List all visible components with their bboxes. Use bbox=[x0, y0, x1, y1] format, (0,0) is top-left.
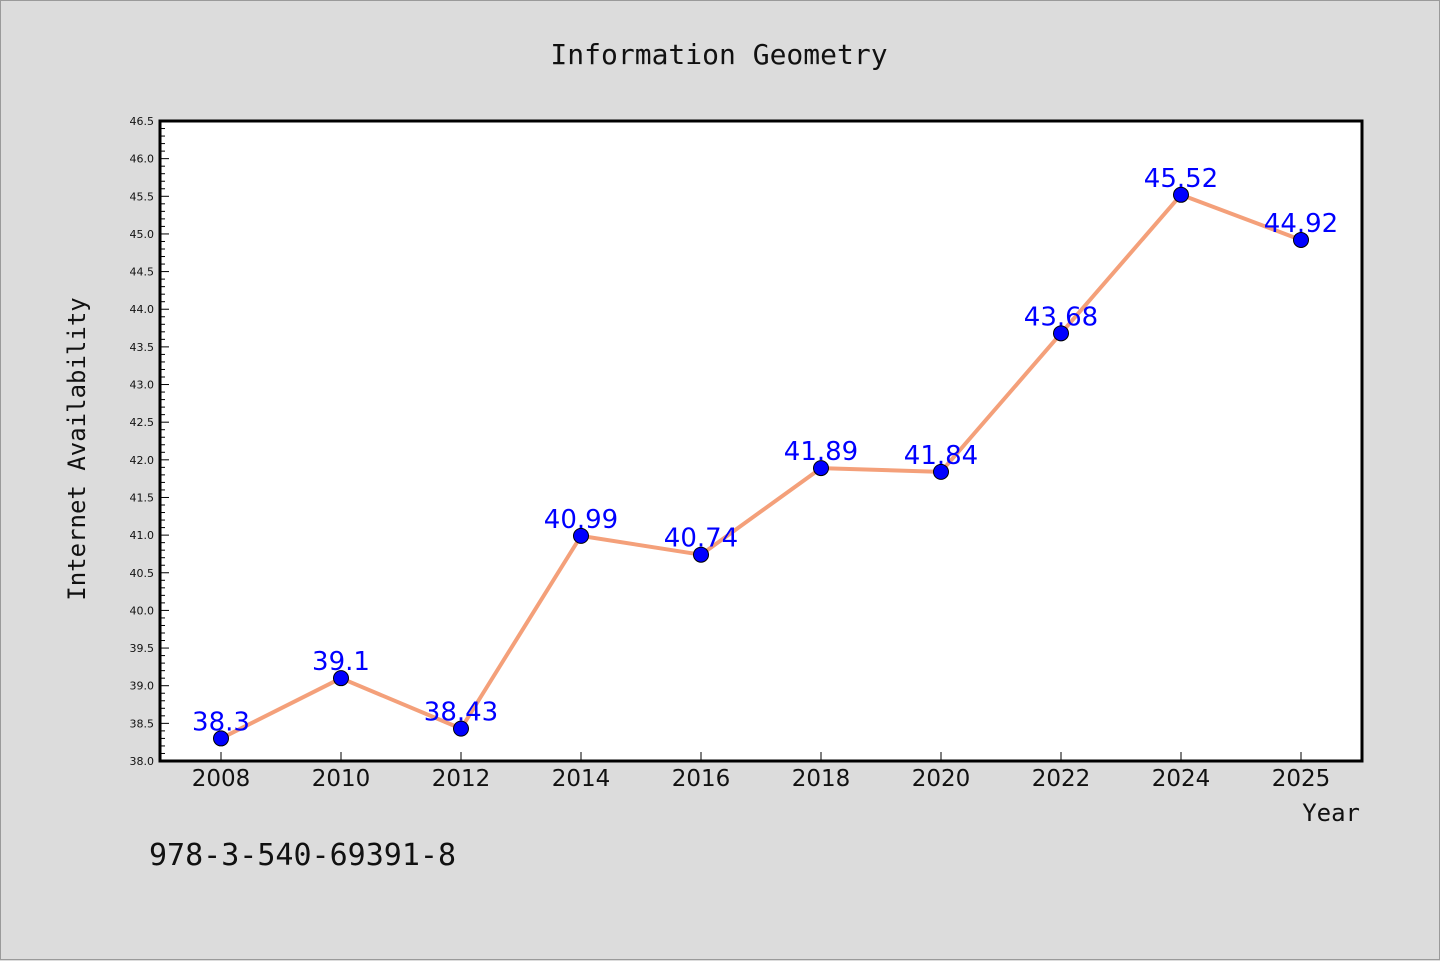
y-tick-label: 42.0 bbox=[130, 454, 155, 467]
data-point bbox=[573, 527, 589, 544]
data-point bbox=[693, 546, 709, 563]
isbn-annotation: 978-3-540-69391-8 bbox=[149, 838, 456, 873]
data-label: 38.43 bbox=[424, 698, 498, 728]
data-label: 38.3 bbox=[192, 707, 250, 737]
x-tick-label: 2024 bbox=[1152, 766, 1211, 792]
y-tick-label: 41.0 bbox=[130, 529, 155, 542]
data-label: 40.99 bbox=[544, 505, 618, 535]
y-tick-label: 39.5 bbox=[130, 642, 155, 655]
data-point bbox=[453, 720, 469, 737]
y-tick-label: 38.0 bbox=[130, 755, 155, 768]
x-tick-label: 2012 bbox=[432, 766, 491, 792]
x-tick-label: 2020 bbox=[912, 766, 971, 792]
x-tick-label: 2025 bbox=[1272, 766, 1331, 792]
x-tick-label: 2014 bbox=[552, 766, 611, 792]
y-tick-label: 39.0 bbox=[130, 680, 155, 693]
y-tick-label: 46.5 bbox=[130, 115, 155, 128]
data-point bbox=[333, 670, 349, 687]
y-tick-label: 40.0 bbox=[130, 604, 155, 617]
data-point bbox=[213, 730, 229, 747]
data-label: 41.89 bbox=[784, 437, 858, 467]
x-tick-label: 2008 bbox=[192, 766, 251, 792]
marker-layer bbox=[213, 186, 1309, 747]
series-line-layer bbox=[220, 192, 1302, 741]
data-point bbox=[1173, 186, 1189, 203]
y-tick-label: 42.5 bbox=[130, 416, 155, 429]
data-label: 39.1 bbox=[312, 647, 370, 677]
y-tick-label: 41.5 bbox=[130, 491, 155, 504]
x-axis: 2008 2010 2012 2014 2016 2018 2020 2022 2024 2025 bbox=[192, 752, 1331, 792]
y-tick-label: 46.0 bbox=[130, 153, 155, 166]
data-label: 45.52 bbox=[1144, 164, 1218, 194]
data-label: 43.68 bbox=[1024, 302, 1098, 332]
y-tick-label: 40.5 bbox=[130, 567, 155, 580]
data-point bbox=[1293, 231, 1309, 248]
data-point bbox=[933, 463, 949, 480]
y-tick-label: 38.5 bbox=[130, 717, 155, 730]
x-tick-label: 2018 bbox=[792, 766, 851, 792]
y-axis-label: Internet Availability bbox=[63, 297, 91, 600]
y-tick-label: 44.0 bbox=[130, 303, 155, 316]
x-axis-label: Year bbox=[1302, 799, 1360, 827]
data-label-layer: 38.3 39.1 38.43 40.99 40.74 41.89 41.84 43.68 45… bbox=[192, 164, 1338, 738]
x-tick-label: 2022 bbox=[1032, 766, 1091, 792]
data-label: 41.84 bbox=[904, 441, 978, 471]
y-axis: 38.0 38.5 39.0 39.5 40.0 40.5 41.0 41.5 42.0 42.5… bbox=[130, 115, 169, 768]
y-tick-label: 43.5 bbox=[130, 341, 155, 354]
y-tick-label: 43.0 bbox=[130, 379, 155, 392]
data-label: 44.92 bbox=[1264, 209, 1338, 239]
data-label: 40.74 bbox=[664, 524, 738, 554]
y-tick-label: 45.5 bbox=[130, 190, 155, 203]
data-point bbox=[1053, 325, 1069, 342]
x-tick-label: 2010 bbox=[312, 766, 371, 792]
series-line bbox=[220, 192, 1302, 741]
data-point bbox=[813, 460, 829, 477]
y-tick-label: 45.0 bbox=[130, 228, 155, 241]
chart-title: Information Geometry bbox=[550, 38, 887, 71]
y-tick-label: 44.5 bbox=[130, 266, 155, 279]
plot-area bbox=[158, 119, 1364, 763]
x-tick-label: 2016 bbox=[672, 766, 731, 792]
